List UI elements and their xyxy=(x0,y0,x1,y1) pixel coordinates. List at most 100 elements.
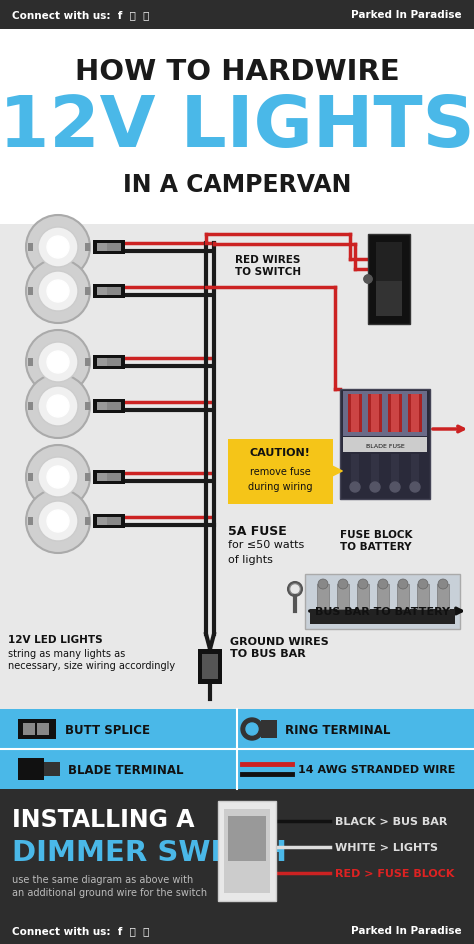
Bar xyxy=(93,399,125,413)
Bar xyxy=(97,288,121,295)
Text: during wiring: during wiring xyxy=(248,481,312,492)
Circle shape xyxy=(26,490,90,553)
Circle shape xyxy=(47,237,69,259)
Bar xyxy=(340,390,430,499)
Circle shape xyxy=(38,501,78,542)
Bar xyxy=(391,395,399,432)
Bar xyxy=(97,517,121,526)
Text: Parked In Paradise: Parked In Paradise xyxy=(351,10,462,20)
Text: string as many lights as: string as many lights as xyxy=(8,649,125,658)
Bar xyxy=(93,470,125,484)
Text: necessary, size wiring accordingly: necessary, size wiring accordingly xyxy=(8,660,175,670)
Bar xyxy=(377,584,389,610)
Text: BLADE TERMINAL: BLADE TERMINAL xyxy=(68,763,183,776)
Bar xyxy=(310,610,455,624)
Bar xyxy=(437,584,449,610)
Circle shape xyxy=(47,466,69,488)
Bar xyxy=(18,758,44,780)
Bar xyxy=(28,474,33,481)
Bar xyxy=(97,474,107,481)
Bar xyxy=(343,392,427,436)
Bar xyxy=(397,584,409,610)
Bar xyxy=(97,474,121,481)
Text: Connect with us:  f  ⓘ  ⓟ: Connect with us: f ⓘ ⓟ xyxy=(12,10,149,20)
Bar xyxy=(97,244,107,252)
Bar xyxy=(93,241,125,255)
Bar xyxy=(371,454,379,482)
Text: IN A CAMPERVAN: IN A CAMPERVAN xyxy=(123,173,351,196)
Text: FUSE BLOCK
TO BATTERY: FUSE BLOCK TO BATTERY xyxy=(340,530,412,551)
Text: BLADE FUSE: BLADE FUSE xyxy=(365,443,404,448)
Circle shape xyxy=(47,351,69,374)
Bar xyxy=(337,584,349,610)
Bar xyxy=(0,225,474,709)
Bar xyxy=(0,709,474,789)
Text: BUTT SPLICE: BUTT SPLICE xyxy=(65,723,150,735)
Bar xyxy=(371,395,379,432)
Circle shape xyxy=(47,511,69,532)
Bar xyxy=(44,758,60,762)
Circle shape xyxy=(438,580,448,589)
Bar xyxy=(23,723,35,735)
Bar xyxy=(224,809,270,893)
Bar xyxy=(0,917,474,944)
Bar xyxy=(317,584,329,610)
Bar xyxy=(97,288,107,295)
Text: WHITE > LIGHTS: WHITE > LIGHTS xyxy=(335,842,438,852)
Circle shape xyxy=(364,276,372,284)
Circle shape xyxy=(38,272,78,312)
Bar xyxy=(85,402,90,411)
Bar xyxy=(37,723,49,735)
Circle shape xyxy=(26,446,90,510)
Bar xyxy=(228,440,333,504)
Bar xyxy=(97,359,107,366)
Bar xyxy=(368,395,382,432)
Bar xyxy=(85,474,90,481)
Text: use the same diagram as above with: use the same diagram as above with xyxy=(12,874,193,885)
Circle shape xyxy=(26,330,90,395)
Text: RED WIRES
TO SWITCH: RED WIRES TO SWITCH xyxy=(235,255,301,277)
Text: GROUND WIRES
TO BUS BAR: GROUND WIRES TO BUS BAR xyxy=(230,636,329,658)
Bar xyxy=(348,395,362,432)
Circle shape xyxy=(26,260,90,324)
Circle shape xyxy=(38,228,78,268)
Circle shape xyxy=(390,482,400,493)
Text: 5A FUSE: 5A FUSE xyxy=(228,525,287,537)
Bar xyxy=(417,584,429,610)
Bar xyxy=(411,454,419,482)
Text: of lights: of lights xyxy=(228,554,273,565)
Bar xyxy=(305,574,460,630)
Bar xyxy=(202,654,218,680)
Text: BUS BAR TO BATTERY: BUS BAR TO BATTERY xyxy=(315,606,450,616)
Circle shape xyxy=(350,482,360,493)
Bar xyxy=(44,762,60,776)
Circle shape xyxy=(338,580,348,589)
Circle shape xyxy=(378,580,388,589)
Bar xyxy=(97,517,107,526)
Circle shape xyxy=(370,482,380,493)
Text: CAUTION!: CAUTION! xyxy=(250,447,310,458)
Bar xyxy=(85,359,90,366)
Bar xyxy=(351,395,359,432)
Bar xyxy=(93,514,125,529)
Bar xyxy=(85,244,90,252)
Bar xyxy=(93,285,125,298)
Circle shape xyxy=(47,280,69,303)
Circle shape xyxy=(26,375,90,439)
Bar xyxy=(228,817,266,861)
Text: an additional ground wire for the switch: an additional ground wire for the switch xyxy=(12,887,207,897)
Circle shape xyxy=(38,343,78,382)
Bar xyxy=(376,281,402,316)
Text: for ≤50 watts: for ≤50 watts xyxy=(228,539,304,549)
Bar xyxy=(28,517,33,526)
Bar xyxy=(368,235,410,325)
Circle shape xyxy=(364,276,372,284)
Bar xyxy=(0,0,474,30)
Bar xyxy=(28,244,33,252)
Text: BLACK > BUS BAR: BLACK > BUS BAR xyxy=(335,817,447,826)
Bar xyxy=(391,454,399,482)
Text: Parked In Paradise: Parked In Paradise xyxy=(351,925,462,935)
Bar xyxy=(343,437,427,452)
Circle shape xyxy=(288,582,302,597)
Bar xyxy=(408,395,422,432)
